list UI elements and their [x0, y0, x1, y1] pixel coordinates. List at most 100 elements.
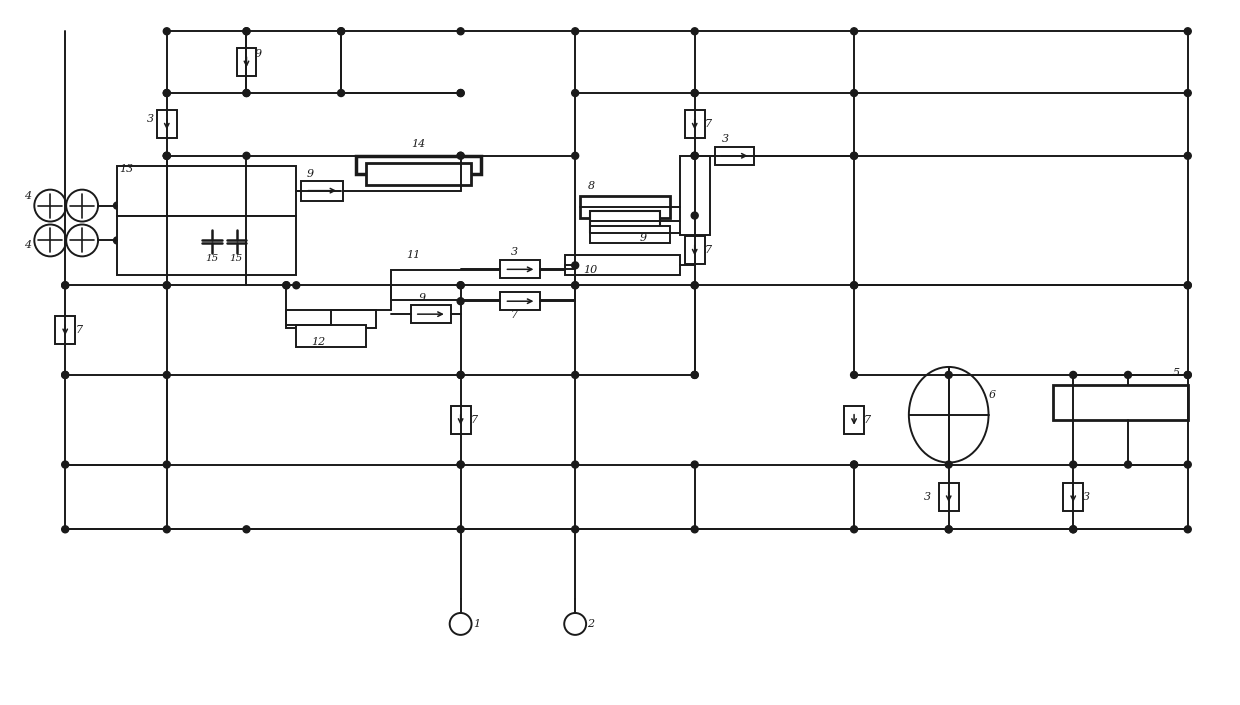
Circle shape [164, 152, 170, 159]
Circle shape [243, 90, 250, 97]
Circle shape [458, 282, 464, 289]
Circle shape [293, 282, 300, 289]
Circle shape [572, 266, 579, 273]
Bar [939, 483, 959, 511]
Circle shape [243, 152, 250, 159]
Circle shape [62, 526, 68, 533]
Bar [1053, 385, 1188, 419]
Text: 14: 14 [410, 139, 425, 149]
Text: 7: 7 [471, 415, 477, 424]
Circle shape [1184, 526, 1192, 533]
Circle shape [572, 27, 579, 35]
Circle shape [572, 152, 579, 159]
Text: 7: 7 [704, 245, 712, 255]
Text: 15: 15 [206, 254, 219, 263]
Circle shape [691, 152, 698, 159]
Text: 9: 9 [419, 293, 425, 303]
Text: 13: 13 [119, 164, 133, 173]
Circle shape [1184, 152, 1192, 159]
Circle shape [164, 90, 170, 97]
Bar [844, 406, 864, 434]
Text: 1: 1 [474, 619, 481, 629]
Circle shape [572, 282, 579, 289]
Circle shape [164, 152, 170, 159]
Bar [684, 236, 704, 264]
Ellipse shape [564, 613, 587, 635]
Text: 15: 15 [229, 254, 243, 263]
Circle shape [62, 282, 68, 289]
Bar [117, 216, 296, 276]
Text: 3: 3 [722, 134, 729, 144]
Circle shape [283, 282, 290, 289]
Bar [301, 180, 343, 201]
Circle shape [164, 526, 170, 533]
Bar [680, 156, 709, 235]
Circle shape [164, 152, 170, 159]
Circle shape [62, 372, 68, 379]
Text: 2: 2 [587, 619, 594, 629]
Bar [156, 111, 177, 138]
Circle shape [164, 282, 170, 289]
Circle shape [164, 282, 170, 289]
Ellipse shape [450, 613, 471, 635]
Text: 3: 3 [924, 492, 931, 502]
Circle shape [691, 152, 698, 159]
Circle shape [337, 27, 345, 35]
Circle shape [851, 152, 858, 159]
Circle shape [1184, 90, 1192, 97]
Circle shape [62, 282, 68, 289]
Text: 9: 9 [640, 233, 647, 243]
Circle shape [458, 152, 464, 159]
Bar [684, 111, 704, 138]
Circle shape [691, 152, 698, 159]
Circle shape [243, 526, 250, 533]
Circle shape [1070, 461, 1076, 468]
Bar [1063, 483, 1084, 511]
Circle shape [1184, 282, 1192, 289]
Circle shape [691, 212, 698, 219]
Circle shape [458, 90, 464, 97]
Text: 4: 4 [25, 240, 31, 250]
Circle shape [243, 27, 250, 35]
Text: 4: 4 [25, 190, 31, 201]
Circle shape [851, 372, 858, 379]
Ellipse shape [66, 190, 98, 221]
Bar [296, 325, 366, 347]
Bar [366, 163, 471, 185]
Circle shape [1070, 526, 1076, 533]
Ellipse shape [909, 367, 988, 462]
Circle shape [851, 461, 858, 468]
Bar [580, 195, 670, 218]
Circle shape [1125, 461, 1131, 468]
Text: 3: 3 [1084, 492, 1090, 502]
Bar [356, 156, 481, 173]
Text: 7: 7 [704, 119, 712, 130]
Circle shape [691, 372, 698, 379]
Circle shape [458, 282, 464, 289]
Text: 10: 10 [583, 265, 598, 276]
Circle shape [945, 526, 952, 533]
Circle shape [458, 526, 464, 533]
Circle shape [114, 237, 120, 244]
Circle shape [691, 90, 698, 97]
Circle shape [691, 461, 698, 468]
Circle shape [572, 262, 579, 269]
Ellipse shape [35, 224, 66, 257]
Bar [450, 406, 471, 434]
Bar [410, 305, 450, 323]
Circle shape [945, 526, 952, 533]
Circle shape [572, 282, 579, 289]
Text: 5: 5 [1173, 368, 1180, 378]
Circle shape [1070, 526, 1076, 533]
Text: 7: 7 [864, 415, 872, 424]
Circle shape [243, 90, 250, 97]
Circle shape [283, 282, 290, 289]
Circle shape [851, 152, 858, 159]
Circle shape [114, 202, 120, 209]
Circle shape [164, 372, 170, 379]
Text: 9: 9 [254, 49, 262, 59]
Text: 11: 11 [405, 250, 420, 260]
Circle shape [851, 282, 858, 289]
Circle shape [851, 282, 858, 289]
Circle shape [1070, 372, 1076, 379]
